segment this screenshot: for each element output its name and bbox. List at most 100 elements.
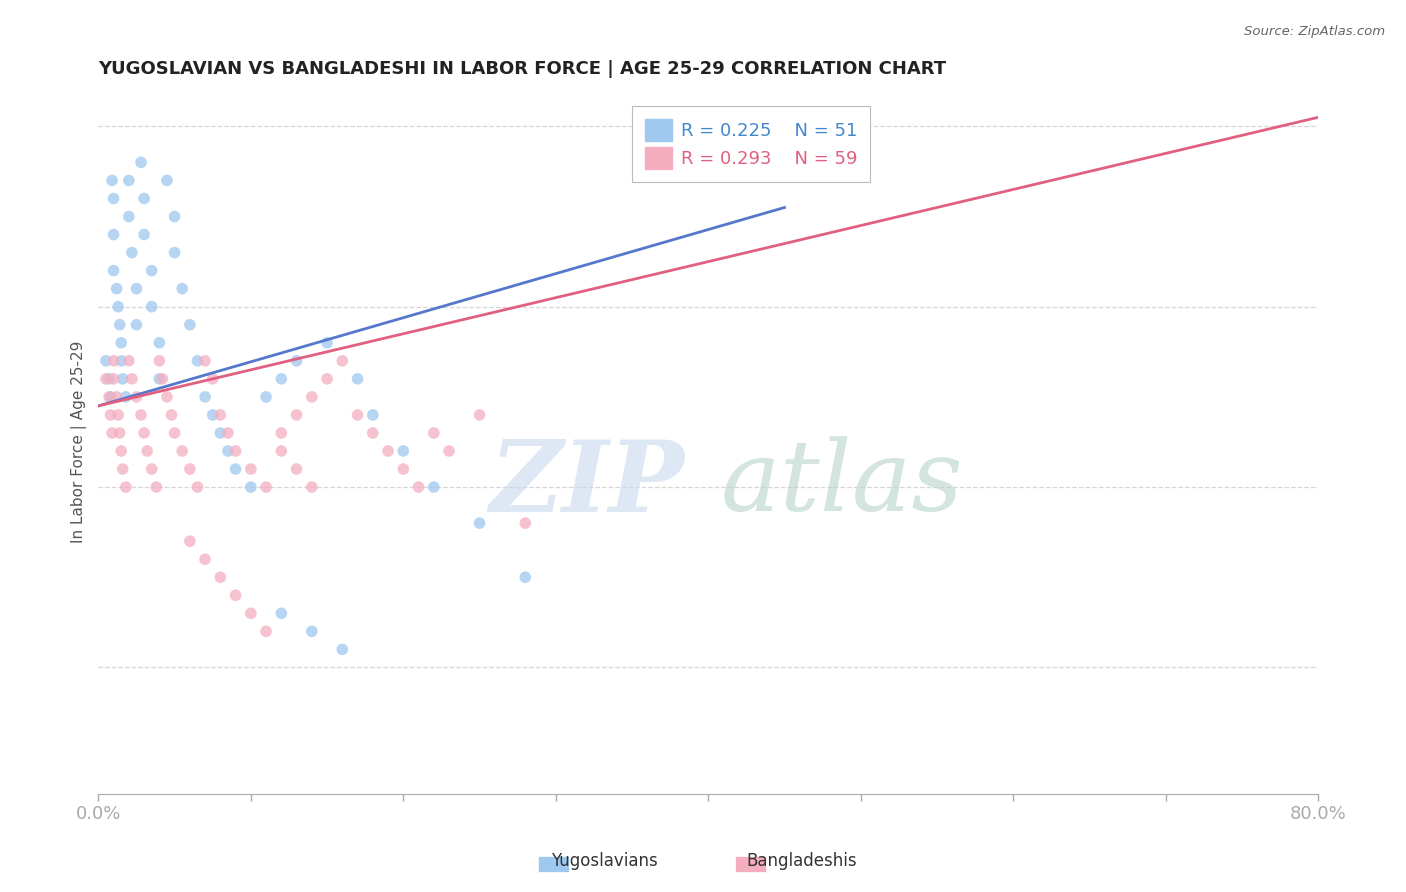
Point	[118, 353, 141, 368]
Point	[254, 480, 277, 494]
Point	[132, 192, 155, 206]
Point	[172, 444, 194, 458]
Point	[163, 425, 186, 440]
Point	[316, 372, 339, 386]
Point	[108, 425, 131, 440]
FancyBboxPatch shape	[735, 856, 766, 872]
Point	[108, 318, 131, 332]
Text: Yugoslavians: Yugoslavians	[551, 852, 658, 870]
Point	[163, 245, 186, 260]
Point	[114, 390, 136, 404]
Point	[179, 318, 201, 332]
Point	[160, 408, 183, 422]
Point	[94, 372, 117, 386]
Point	[361, 425, 384, 440]
Point	[107, 300, 129, 314]
Point	[141, 263, 163, 277]
Y-axis label: In Labor Force | Age 25-29: In Labor Force | Age 25-29	[72, 341, 87, 543]
Point	[129, 155, 152, 169]
Point	[105, 390, 128, 404]
Point	[132, 227, 155, 242]
Point	[468, 408, 491, 422]
Point	[225, 462, 247, 476]
Text: YUGOSLAVIAN VS BANGLADESHI IN LABOR FORCE | AGE 25-29 CORRELATION CHART: YUGOSLAVIAN VS BANGLADESHI IN LABOR FORC…	[98, 60, 946, 78]
Point	[150, 372, 173, 386]
Point	[515, 516, 537, 530]
Point	[114, 480, 136, 494]
Point	[129, 408, 152, 422]
Point	[239, 607, 262, 621]
Point	[103, 263, 125, 277]
Point	[110, 444, 132, 458]
Point	[316, 335, 339, 350]
Point	[194, 552, 217, 566]
Text: Bangladeshis: Bangladeshis	[747, 852, 856, 870]
Point	[849, 155, 872, 169]
Point	[217, 425, 239, 440]
Point	[141, 462, 163, 476]
Point	[172, 282, 194, 296]
Point	[270, 425, 292, 440]
Point	[132, 425, 155, 440]
Point	[201, 372, 224, 386]
Point	[515, 570, 537, 584]
Point	[194, 353, 217, 368]
Point	[270, 444, 292, 458]
Point	[100, 390, 122, 404]
Point	[156, 390, 179, 404]
Point	[254, 624, 277, 639]
Point	[330, 642, 353, 657]
Point	[392, 444, 415, 458]
Point	[101, 173, 124, 187]
Point	[179, 534, 201, 549]
Point	[225, 444, 247, 458]
Point	[301, 390, 323, 404]
Legend: R = 0.225    N = 51, R = 0.293    N = 59: R = 0.225 N = 51, R = 0.293 N = 59	[631, 106, 870, 182]
Point	[98, 390, 121, 404]
Text: atlas: atlas	[720, 436, 963, 532]
Point	[194, 390, 217, 404]
Point	[330, 353, 353, 368]
Point	[107, 408, 129, 422]
Point	[423, 425, 446, 440]
Point	[437, 444, 460, 458]
Point	[101, 425, 124, 440]
Point	[125, 282, 148, 296]
Point	[103, 227, 125, 242]
Point	[468, 516, 491, 530]
Point	[186, 353, 208, 368]
Point	[285, 353, 308, 368]
Point	[110, 353, 132, 368]
Point	[377, 444, 399, 458]
Point	[270, 607, 292, 621]
Point	[163, 210, 186, 224]
Point	[148, 335, 170, 350]
Point	[301, 624, 323, 639]
Point	[136, 444, 159, 458]
Text: ZIP: ZIP	[489, 436, 683, 533]
Point	[98, 372, 121, 386]
Point	[270, 372, 292, 386]
Point	[94, 353, 117, 368]
Point	[156, 173, 179, 187]
Point	[285, 408, 308, 422]
Point	[100, 408, 122, 422]
Point	[121, 372, 143, 386]
FancyBboxPatch shape	[538, 856, 569, 872]
Point	[361, 408, 384, 422]
Point	[125, 318, 148, 332]
Text: Source: ZipAtlas.com: Source: ZipAtlas.com	[1244, 25, 1385, 38]
Point	[346, 372, 368, 386]
Point	[148, 353, 170, 368]
Point	[209, 570, 232, 584]
Point	[423, 480, 446, 494]
Point	[145, 480, 167, 494]
Point	[111, 462, 134, 476]
Point	[225, 588, 247, 602]
Point	[209, 425, 232, 440]
Point	[179, 462, 201, 476]
Point	[105, 282, 128, 296]
Point	[346, 408, 368, 422]
Point	[186, 480, 208, 494]
Point	[148, 372, 170, 386]
